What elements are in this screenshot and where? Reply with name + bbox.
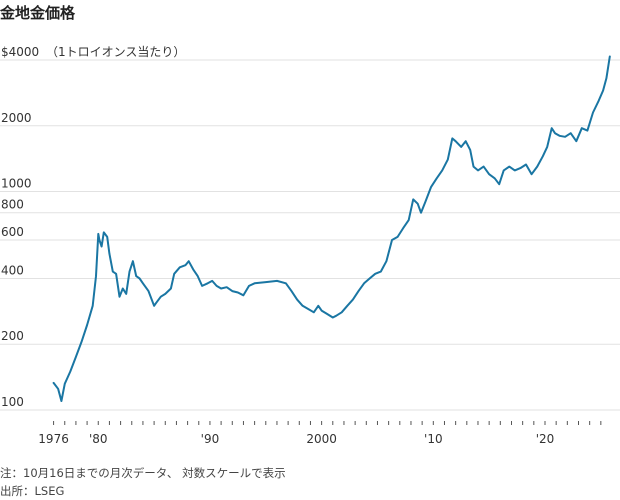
axis-layer <box>53 421 602 425</box>
y-tick-label-4000: $4000 <box>1 45 39 59</box>
x-tick-label-2000: 2000 <box>306 432 337 446</box>
line-layer <box>52 55 611 402</box>
y-tick-label-1000: 1000 <box>1 177 32 191</box>
y-tick-label-2000: 2000 <box>1 111 32 125</box>
x-tick-label-2020: '20 <box>536 432 555 446</box>
chart-note: 注：10月16日までの月次データ、 対数スケールで表示 <box>0 466 286 480</box>
chart-title: 金地金価格 <box>0 4 76 22</box>
y-unit-label: （1トロイオンス当たり） <box>46 45 185 59</box>
y-tick-label-200: 200 <box>1 329 24 343</box>
x-tick-label-1990: '90 <box>201 432 220 446</box>
price-line-series-0 <box>52 55 611 402</box>
label-layer: 100 200 400 600 800 1000 2000 $4000 （1トロイオンス当たり）… <box>1 45 554 446</box>
y-tick-label-800: 800 <box>1 198 24 212</box>
x-tick-label-1976: 1976 <box>38 432 69 446</box>
grid-layer <box>0 59 620 411</box>
x-tick-label-2010: '10 <box>424 432 443 446</box>
x-tick-label-1980: '80 <box>89 432 108 446</box>
chart-source: 出所：LSEG <box>0 484 65 498</box>
y-tick-label-100: 100 <box>1 395 24 409</box>
y-tick-label-600: 600 <box>1 225 24 239</box>
y-tick-label-400: 400 <box>1 263 24 277</box>
